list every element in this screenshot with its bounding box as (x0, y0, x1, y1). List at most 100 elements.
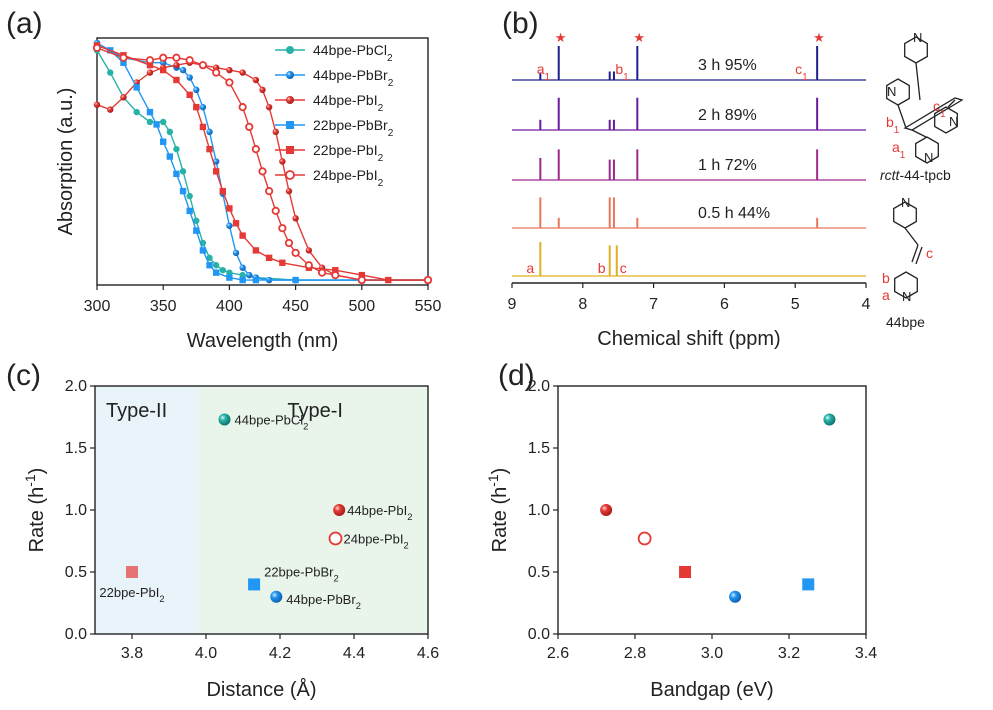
data-point (126, 566, 138, 578)
x-tick-label: 4 (862, 296, 871, 313)
panel-b-nmr-chart: 9 8 7 6 5 4 Chemical shift (ppm) 3 h 95% 2 h 89%… (508, 30, 964, 350)
series-point (120, 94, 127, 101)
bond-line (915, 246, 923, 265)
series-point (159, 53, 168, 62)
series-point (119, 53, 128, 62)
nitrogen-atom-label: N (924, 150, 933, 165)
cyclobutane-ring (903, 97, 964, 131)
y-tick-label: 2.0 (65, 378, 87, 395)
series-point (166, 153, 174, 160)
legend-label: 24bpe-PbI2 (313, 167, 384, 189)
y-axis-label: Rate (h-1) (22, 468, 48, 553)
panel-c-rate-vs-distance-chart: Type-II Type-I 3.8 4.0 4.2 4.4 4.6 0.0 0.5 1.0 1.5… (22, 378, 439, 701)
legend-marker (286, 71, 294, 79)
legend-marker (286, 96, 294, 104)
series-point (332, 266, 339, 274)
series-point (186, 207, 193, 215)
series-point (252, 76, 260, 84)
series-point (331, 271, 340, 280)
data-point-label: 44bpe-PbI2 (347, 503, 412, 522)
data-point (333, 504, 346, 516)
series-point (239, 271, 246, 279)
series-point (199, 103, 207, 111)
series-point (120, 59, 127, 66)
pyridine-ring (915, 136, 939, 164)
x-tick-label: 5 (791, 296, 800, 313)
series-point (265, 103, 273, 111)
series-point (285, 187, 293, 195)
data-point (729, 590, 742, 603)
series-point (265, 254, 273, 262)
series-point (239, 232, 246, 239)
series-point (193, 217, 200, 224)
bond-line (911, 129, 927, 138)
region-label-type-i: Type-I (287, 400, 343, 422)
structure-name-rctt-44-tpcb: rctt-44-tpcb (880, 167, 951, 183)
x-tick-label: 4.6 (417, 645, 439, 662)
bond-line (947, 99, 956, 108)
series-point (304, 261, 313, 270)
bond-line (904, 227, 919, 246)
series-point (199, 123, 207, 131)
panel-label-a: (a) (6, 7, 43, 40)
x-tick-label: 550 (415, 298, 442, 315)
x-axis-label: Bandgap (eV) (650, 679, 773, 701)
series-point (423, 275, 433, 285)
peak-label-monomer: a (526, 260, 534, 276)
y-tick-label: 0.0 (528, 626, 550, 643)
series-point (186, 74, 193, 81)
series-point (279, 158, 286, 165)
series-point (193, 86, 200, 94)
series-point (193, 103, 200, 111)
legend-marker (286, 46, 294, 54)
series-point (212, 269, 220, 276)
x-tick-label: 4.4 (343, 645, 365, 662)
series-point (173, 76, 180, 84)
series-point (133, 84, 140, 91)
panel-a-absorption-chart: 300 350 400 450 500 550 Wavelength (nm) Absorpt… (55, 37, 442, 352)
x-axis-label: Wavelength (nm) (187, 330, 339, 352)
x-tick-label: 9 (508, 296, 517, 313)
series-point (232, 220, 240, 227)
series-point (173, 170, 180, 178)
series-point (259, 86, 266, 94)
series-point (271, 206, 280, 215)
spectrum-label: 2 h 89% (698, 107, 757, 124)
series-point (219, 266, 226, 274)
series-point (146, 108, 154, 116)
nitrogen-atom-label: N (949, 114, 958, 129)
series-point (193, 227, 200, 234)
legend-marker (286, 121, 294, 129)
series-point (226, 274, 233, 281)
series-point (166, 128, 174, 136)
data-point (679, 566, 692, 578)
data-point (248, 578, 261, 591)
x-tick-label: 3.8 (121, 645, 143, 662)
series-point (212, 262, 220, 269)
series-point (239, 264, 246, 271)
series-point (292, 276, 299, 284)
series-point (133, 108, 140, 116)
series-point (305, 247, 313, 254)
legend-label: 22bpe-PbBr2 (313, 117, 394, 139)
series-point (198, 61, 208, 70)
series-point (146, 118, 154, 126)
series-point (93, 101, 101, 108)
x-tick-label: 300 (84, 298, 111, 315)
x-tick-label: 2.8 (624, 645, 646, 662)
structure-label: c1 (933, 98, 946, 120)
series-point (317, 268, 327, 277)
series-point (291, 248, 300, 257)
y-tick-label: 2.0 (528, 378, 550, 395)
series-point (278, 224, 287, 233)
series-point (239, 69, 246, 76)
structure-label: c (926, 245, 933, 261)
series-point (107, 106, 114, 113)
bond-line (915, 62, 921, 101)
y-tick-label: 1.5 (65, 440, 87, 457)
nitrogen-atom-label: N (901, 195, 910, 210)
spectrum-label: 3 h 95% (698, 57, 757, 74)
data-point (637, 531, 652, 546)
spectrum-label: 0.5 h 44% (698, 205, 770, 222)
series-point (206, 128, 213, 136)
